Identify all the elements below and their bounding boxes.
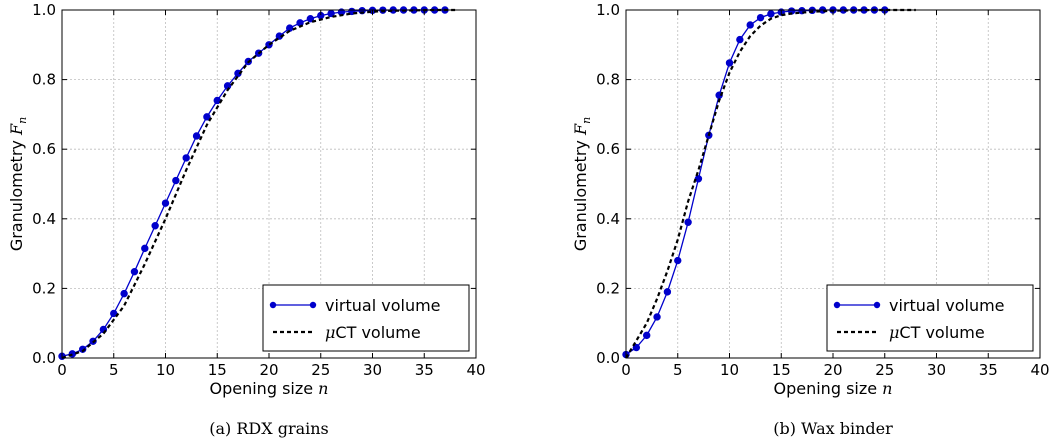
data-point-virtual-volume <box>674 256 682 265</box>
x-tick-label: 20 <box>259 361 278 379</box>
y-tick-label: 0.6 <box>596 140 620 158</box>
data-point-virtual-volume <box>756 13 765 22</box>
panel-wax-binder: 0 5 10 15 20 25 30 35 40 0.0 0.2 0.4 0.6 0.8 1.0 Openin… <box>571 1 1050 438</box>
x-tick-label: 10 <box>720 361 739 379</box>
legend-label: μCT volume <box>889 323 985 342</box>
data-point-virtual-volume <box>182 154 190 162</box>
y-tick-label: 0.2 <box>32 279 56 297</box>
data-point-virtual-volume <box>746 21 754 29</box>
x-tick-label: 25 <box>875 361 894 379</box>
legend-marker <box>833 301 841 309</box>
y-tick-label: 0.6 <box>32 140 56 158</box>
data-point-virtual-volume <box>161 199 170 207</box>
data-point-virtual-volume <box>151 222 159 230</box>
x-tick-label: 35 <box>415 361 434 379</box>
x-tick-label: 30 <box>363 361 382 379</box>
y-tick-label: 0.2 <box>596 279 620 297</box>
y-axis-label: Granulometry Fn <box>7 117 29 251</box>
data-point-virtual-volume <box>684 218 692 226</box>
data-point-virtual-volume <box>172 176 180 185</box>
series-line-uct-volume <box>625 8 916 359</box>
data-point-virtual-volume <box>663 288 672 296</box>
legend-box <box>826 284 1034 352</box>
x-tick-label: 5 <box>673 361 683 379</box>
data-point-virtual-volume <box>653 313 661 321</box>
legend: virtual volume μCT volume <box>262 284 470 352</box>
legend-label: virtual volume <box>889 296 1005 315</box>
y-tick-label: 0.8 <box>32 71 56 89</box>
data-point-virtual-volume <box>767 10 775 18</box>
data-point-virtual-volume <box>736 35 744 44</box>
x-tick-label: 25 <box>311 361 330 379</box>
figure-caption: (b) Wax binder <box>773 419 893 438</box>
data-point-virtual-volume <box>110 309 118 318</box>
legend-marker <box>269 301 277 309</box>
legend-marker <box>309 301 317 309</box>
data-point-virtual-volume <box>203 113 211 121</box>
y-tick-label: 0.4 <box>32 210 56 228</box>
data-point-virtual-volume <box>192 132 201 140</box>
data-point-virtual-volume <box>643 331 651 340</box>
x-tick-label: 15 <box>208 361 227 379</box>
legend-box <box>262 284 470 352</box>
x-axis-label: Opening size n <box>774 379 893 398</box>
y-tick-label: 1.0 <box>596 1 620 19</box>
legend-label: μCT volume <box>325 323 421 342</box>
legend-label: virtual volume <box>325 296 441 315</box>
x-tick-label: 15 <box>772 361 791 379</box>
x-tick-label: 5 <box>109 361 119 379</box>
x-tick-label: 40 <box>1030 361 1049 379</box>
y-tick-label: 0.0 <box>596 349 620 367</box>
x-tick-label: 30 <box>927 361 946 379</box>
data-point-virtual-volume <box>141 244 149 253</box>
y-tick-label: 0.8 <box>596 71 620 89</box>
x-axis-label: Opening size n <box>210 379 329 398</box>
data-point-virtual-volume <box>306 15 315 23</box>
data-point-virtual-volume <box>725 59 734 67</box>
x-tick-label: 40 <box>466 361 485 379</box>
y-tick-label: 0.4 <box>596 210 620 228</box>
x-tick-label: 20 <box>823 361 842 379</box>
data-point-virtual-volume <box>632 343 641 352</box>
data-point-virtual-volume <box>120 289 128 298</box>
y-tick-label: 0.0 <box>32 349 56 367</box>
figure-caption: (a) RDX grains <box>209 419 329 438</box>
data-point-virtual-volume <box>130 267 139 276</box>
x-tick-label: 0 <box>57 361 67 379</box>
panel-rdx-grains: 0 5 10 15 20 25 30 35 40 0.0 0.2 0.4 0.6 0.8 1.0 Openin… <box>7 1 486 438</box>
x-tick-label: 0 <box>621 361 631 379</box>
x-tick-label: 35 <box>979 361 998 379</box>
series-line-uct-volume <box>61 8 456 360</box>
y-tick-label: 1.0 <box>32 1 56 19</box>
x-tick-label: 10 <box>156 361 175 379</box>
data-point-virtual-volume <box>694 175 703 183</box>
legend-marker <box>873 301 881 309</box>
y-axis-label: Granulometry Fn <box>571 117 593 251</box>
legend: virtual volume μCT volume <box>826 284 1034 352</box>
